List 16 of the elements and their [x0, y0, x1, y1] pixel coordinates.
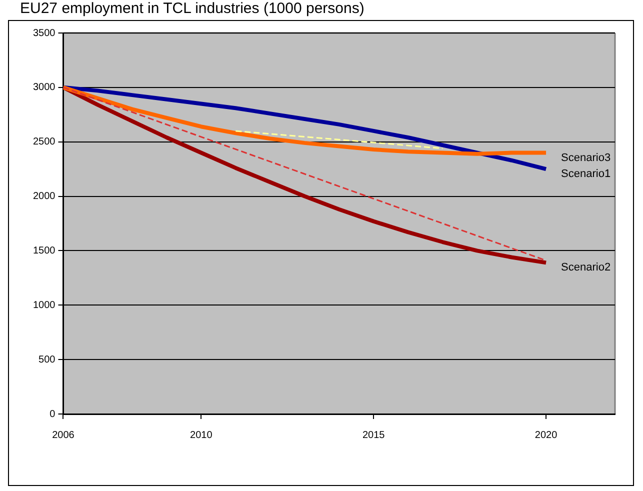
y-tick-label: 1500: [32, 245, 56, 256]
x-tick-label: 2020: [534, 430, 558, 441]
y-tick-label: 1000: [32, 300, 56, 311]
series-label: Scenario3: [561, 152, 611, 164]
x-tick-label: 2015: [362, 430, 386, 441]
x-tick-label: 2010: [190, 430, 213, 441]
y-tick-label: 500: [38, 354, 56, 366]
chart-title: EU27 employment in TCL industries (1000 persons): [20, 0, 364, 17]
series-label: Scenario1: [561, 168, 611, 180]
y-tick-label: 0: [50, 408, 56, 420]
y-tick-label: 3500: [32, 28, 56, 39]
x-tick-label: 2006: [52, 430, 75, 441]
y-tick-label: 2500: [32, 136, 56, 148]
y-tick-label: 2000: [32, 191, 56, 202]
y-tick-label: 3000: [32, 82, 56, 94]
series-label: Scenario2: [561, 262, 611, 274]
